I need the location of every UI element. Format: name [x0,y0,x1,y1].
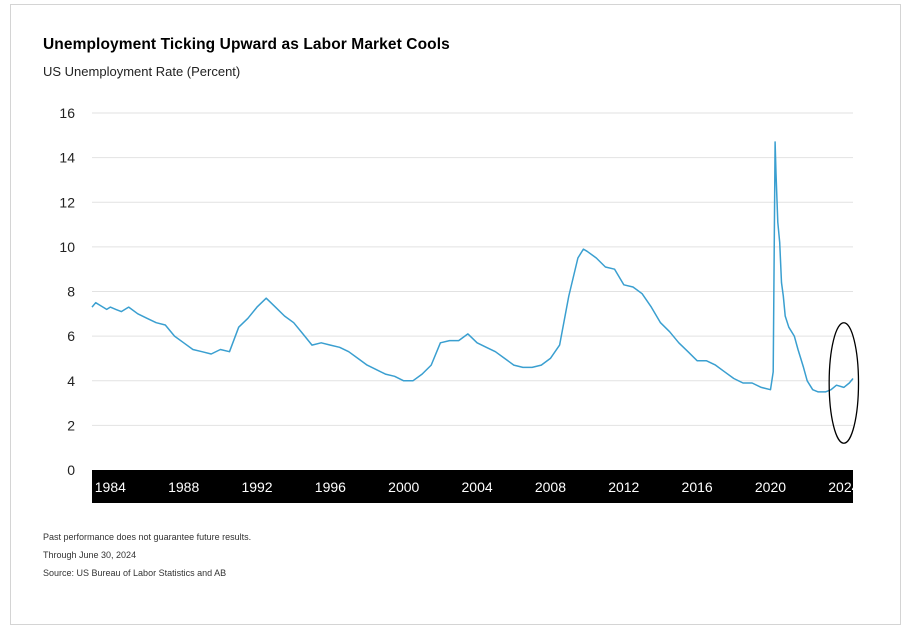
x-tick-label: 2024 [828,479,859,495]
x-tick-label: 2008 [535,479,566,495]
source-note: Source: US Bureau of Labor Statistics an… [43,568,227,578]
y-tick-label: 12 [59,194,75,210]
x-tick-label: 1984 [95,479,126,495]
disclaimer-note: Past performance does not guarantee futu… [43,532,252,542]
unemployment-rate-line [91,141,854,393]
y-tick-label: 0 [67,462,75,478]
x-tick-label: 2000 [388,479,419,495]
x-tick-label: 1988 [168,479,199,495]
footnotes: Past performance does not guarantee futu… [43,528,251,582]
highlight-ellipse [828,322,860,444]
x-tick-label: 2004 [462,479,493,495]
date-note: Through June 30, 2024 [43,550,137,560]
x-tick-label: 2016 [682,479,713,495]
x-tick-label: 1996 [315,479,346,495]
y-tick-label: 14 [59,150,75,166]
chart-frame [10,4,901,625]
y-tick-label: 8 [67,284,75,300]
gridlines [92,112,853,426]
x-tick-label: 2012 [608,479,639,495]
chart-title: Unemployment Ticking Upward as Labor Mar… [43,36,450,53]
x-axis-band [92,470,853,503]
x-axis-ticks: 1984 1988 1992 1996 2000 2004 2008 2012 2016 2020… [95,479,860,495]
y-tick-label: 16 [59,105,75,121]
y-tick-label: 6 [67,328,75,344]
y-tick-label: 2 [67,417,75,433]
x-tick-label: 2020 [755,479,786,495]
series-layer [91,141,854,393]
y-axis-ticks: 0 2 4 6 8 10 12 14 16 [59,105,75,478]
y-tick-label: 4 [67,373,75,389]
y-tick-label: 10 [59,239,75,255]
annotation-layer [828,322,860,444]
chart-subtitle: US Unemployment Rate (Percent) [43,64,241,79]
x-tick-label: 1992 [241,479,272,495]
